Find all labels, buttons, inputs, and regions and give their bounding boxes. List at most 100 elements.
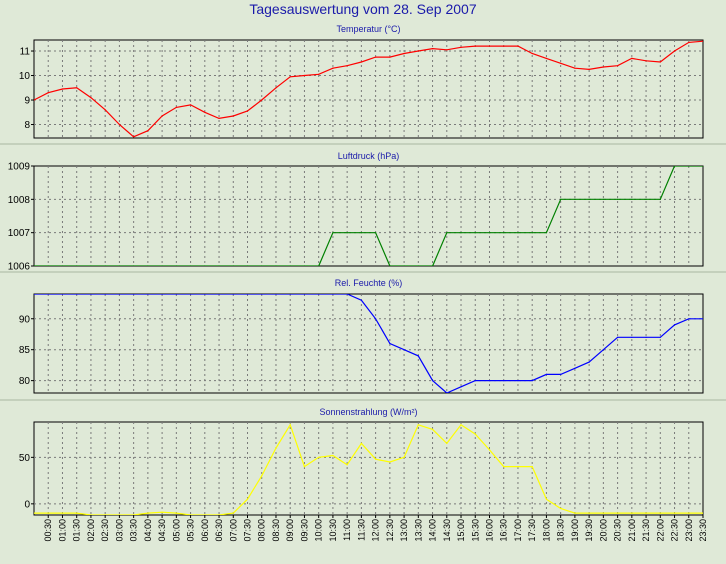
y-tick-label: 1007 [8,228,31,239]
data-point [147,294,149,295]
data-point [289,424,291,426]
data-point [332,67,334,69]
data-point [161,511,163,513]
x-tick-label: 23:00 [684,519,694,542]
x-tick-label: 05:30 [186,519,196,542]
data-point [545,373,548,375]
data-point [645,198,647,200]
data-point [531,380,533,382]
y-tick-label: 80 [19,376,31,387]
data-point [560,62,562,64]
data-point [289,76,291,78]
data-point [673,166,676,167]
data-point [360,442,362,444]
y-tick-label: 8 [24,120,30,131]
data-point [389,265,391,266]
chart-panel-4: Sonnenstrahlung (W/m²) 0 50 [19,407,704,516]
x-tick-label: 12:00 [371,519,381,542]
data-point [76,512,78,514]
data-point [275,447,277,449]
data-point [602,512,605,514]
data-point [631,512,633,514]
data-point [545,57,548,60]
y-tick-label: 10 [19,71,31,82]
data-point [517,232,519,234]
data-point [232,294,234,295]
data-point [104,514,106,515]
data-point [76,265,78,266]
data-point [161,265,163,266]
data-point [389,56,391,58]
data-point [617,65,619,67]
data-point [631,198,633,200]
chart-panel-2: Luftdruck (hPa) 1006 1007 1008 1009 [8,151,704,273]
data-point [631,57,633,60]
weather-charts: Temperatur (°C) 8 9 10 11 Luftdruck (hPa) 1006… [0,24,726,542]
data-point [104,294,106,295]
data-point [531,52,533,55]
data-point [289,265,291,266]
data-point [232,512,234,514]
series-line-radiation [34,423,703,515]
data-point [503,466,505,468]
data-point [560,373,562,375]
data-point [218,294,220,295]
panel-title: Luftdruck (hPa) [338,151,400,161]
data-point [602,198,605,200]
x-tick-label: 20:00 [598,519,608,542]
data-point [346,464,348,466]
data-point [204,514,206,515]
data-point [488,380,491,382]
data-point [488,232,491,234]
data-point [34,512,35,514]
data-point [47,92,49,94]
data-point [432,380,434,382]
data-point [531,232,533,234]
data-point [318,294,320,295]
data-point [517,45,519,47]
data-point [702,318,703,320]
data-point [460,386,462,388]
data-point [659,512,661,514]
data-point [617,198,619,200]
data-point [346,65,348,67]
x-tick-label: 15:30 [470,519,480,542]
data-point [588,361,590,363]
data-point [190,104,192,106]
data-point [417,50,419,52]
series-line-humidity [34,294,703,393]
x-tick-label: 21:00 [627,519,637,542]
data-point [588,512,590,514]
data-point [631,336,633,338]
data-point [175,265,177,266]
data-point [360,61,362,63]
data-point [375,318,377,320]
x-tick-label: 06:00 [200,519,210,542]
data-point [417,265,419,266]
data-point [517,380,519,382]
data-point [574,67,576,69]
data-point [90,294,92,295]
data-point [204,294,206,295]
data-point [432,48,434,50]
data-point [545,232,548,234]
data-point [47,512,49,514]
x-tick-label: 23:30 [698,519,708,542]
data-point [147,512,149,514]
data-point [90,97,92,99]
data-point [375,232,377,234]
data-point [34,99,35,101]
x-tick-label: 21:30 [641,519,651,542]
data-point [474,433,476,435]
data-point [574,367,576,369]
x-tick-label: 03:30 [129,519,139,542]
data-point [275,265,277,266]
data-point [332,294,334,295]
data-point [303,74,305,77]
x-tick-label: 16:30 [499,519,509,542]
data-point [474,45,476,47]
data-point [204,111,206,113]
x-tick-label: 02:00 [86,519,96,542]
data-point [61,265,64,266]
plot-area [33,293,704,394]
